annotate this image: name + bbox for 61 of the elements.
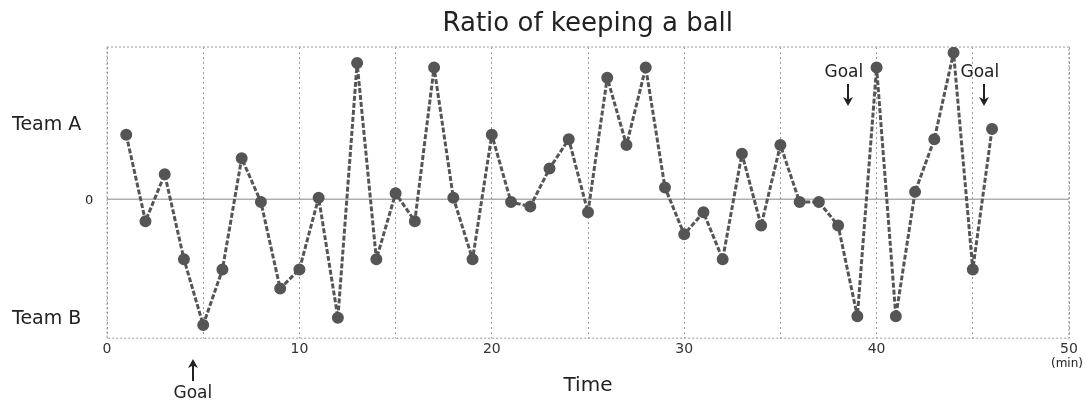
point [697,206,710,219]
text: Team B [12,306,82,329]
point [447,191,460,204]
point [351,57,364,70]
x-axis-title: Time [563,372,613,396]
point [254,196,267,209]
text: Goal [173,382,213,401]
x-tick-label: 0 [102,340,112,357]
point [216,263,229,276]
point [986,122,999,135]
point [601,71,614,84]
point [774,139,787,152]
point [428,61,441,74]
point [716,253,729,266]
point [755,219,768,232]
point [408,215,421,228]
x-tick-label: 40 [867,340,886,357]
text: (min) [1051,356,1083,371]
annotation: Goal [960,61,1000,81]
point [735,147,748,160]
chart-title: Ratio of keeping a ball [442,7,734,37]
point [909,185,922,198]
point [331,311,344,324]
point [889,310,902,323]
point [524,200,537,213]
point [370,253,383,266]
point [197,319,210,332]
x-tick-label: 10 [290,340,309,357]
point [658,181,671,194]
point [562,133,575,146]
point [851,310,864,323]
text: 0 [85,191,94,207]
point [543,162,556,175]
point [389,187,402,200]
point [832,219,845,232]
text: Team A [12,112,82,135]
point [466,253,479,266]
point [120,128,133,141]
point [177,253,190,266]
point [139,215,152,228]
point [870,61,883,74]
point [966,263,979,276]
point [793,196,806,209]
point [274,282,287,295]
point [620,139,633,152]
point [235,152,248,165]
point [158,168,171,181]
point [678,228,691,241]
x-tick-label: 30 [675,340,694,357]
point [505,196,518,209]
point [312,191,325,204]
point [928,133,941,146]
point [947,47,960,59]
annotation: Goal [824,61,864,81]
point [582,206,594,219]
point [485,128,498,141]
point [639,61,652,74]
point [293,263,306,276]
point [812,196,825,209]
x-tick-label: 20 [482,340,501,357]
x-tick-label: 50 [1060,340,1078,357]
